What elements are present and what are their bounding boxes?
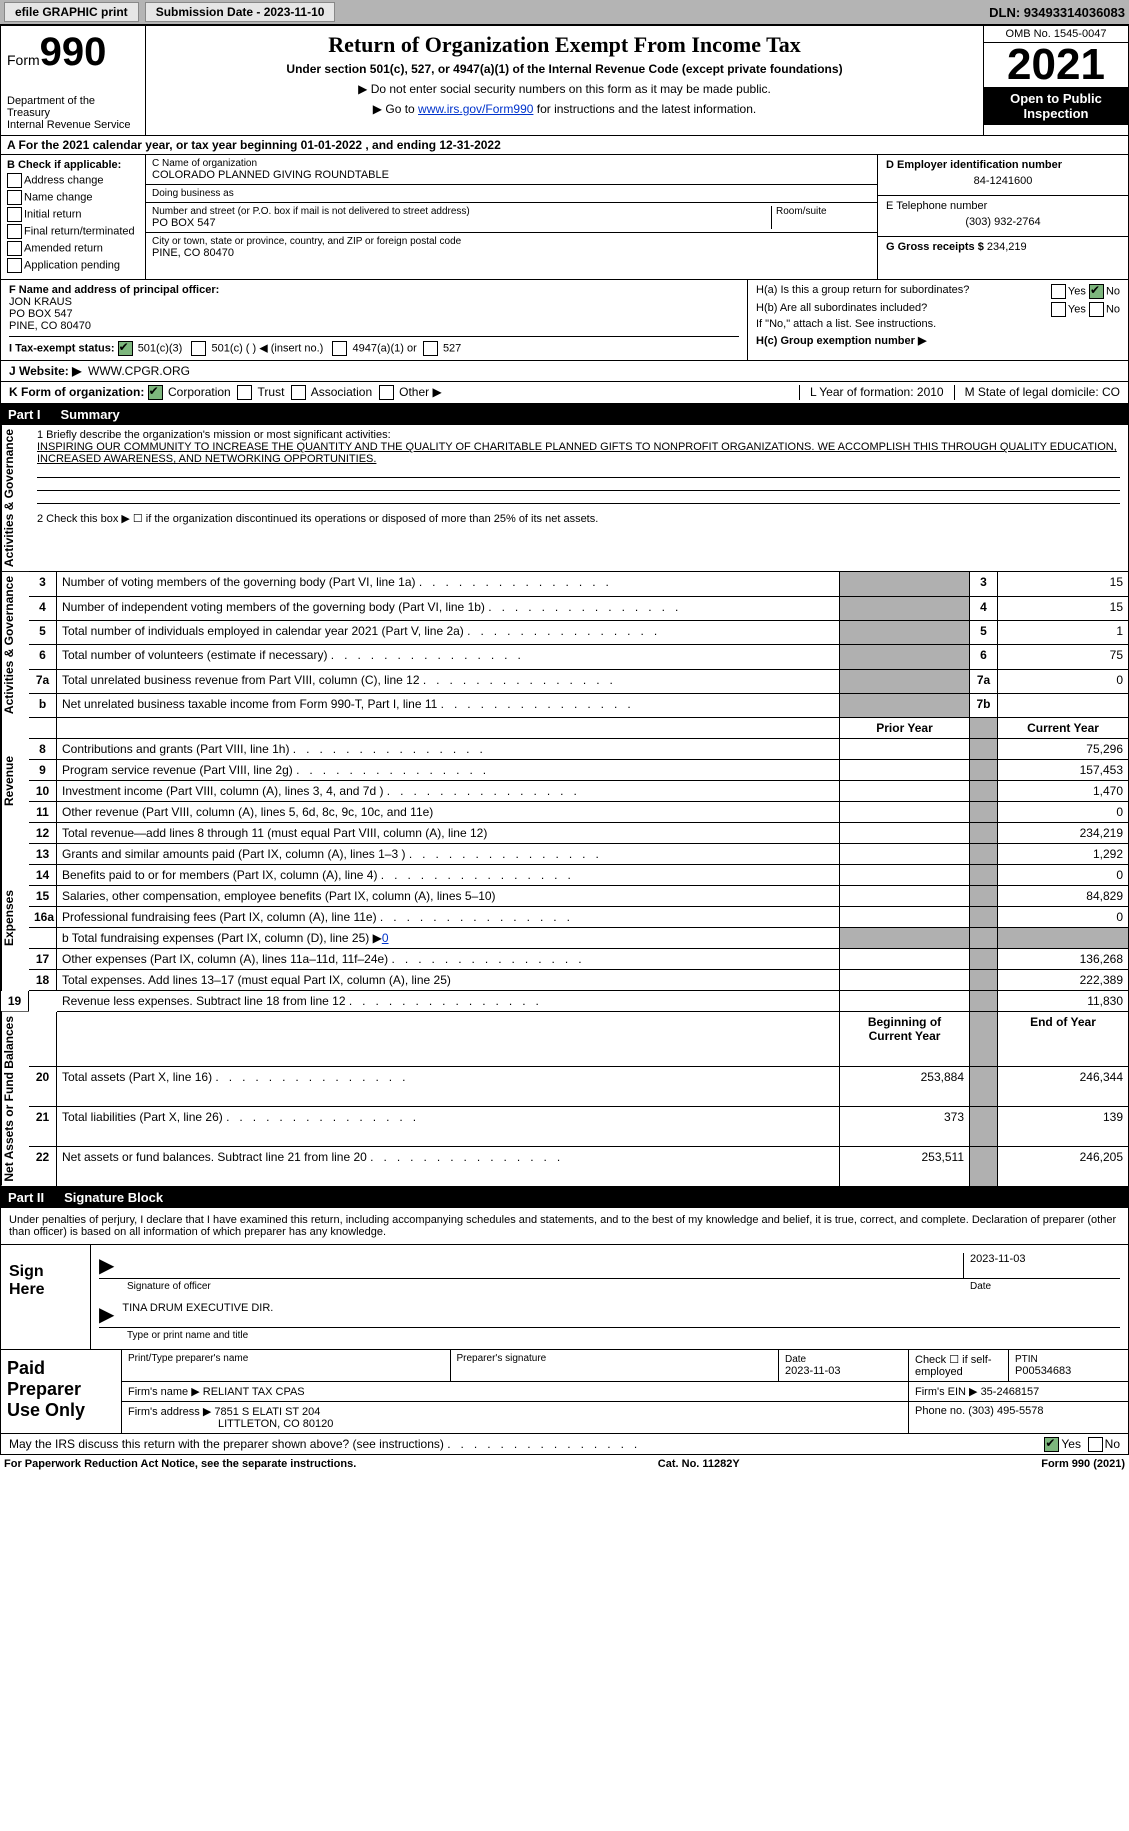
mission: INSPIRING OUR COMMUNITY TO INCREASE THE … [37, 441, 1120, 465]
tax-year-line: A For the 2021 calendar year, or tax yea… [0, 136, 1129, 155]
topbar: efile GRAPHIC print Submission Date - 20… [0, 0, 1129, 25]
fundraising-link[interactable]: 0 [382, 931, 389, 945]
gross-receipts: 234,219 [987, 241, 1027, 253]
year-block: OMB No. 1545-0047 2021 Open to Public In… [983, 26, 1128, 135]
website: WWW.CPGR.ORG [88, 364, 190, 378]
form990-link[interactable]: www.irs.gov/Form990 [418, 102, 533, 116]
org-name: COLORADO PLANNED GIVING ROUNDTABLE [152, 169, 871, 181]
submission-date-button[interactable]: Submission Date - 2023-11-10 [145, 2, 336, 22]
form-title-block: Return of Organization Exempt From Incom… [146, 26, 983, 135]
phone: (303) 932-2764 [886, 212, 1120, 232]
check-applicable: B Check if applicable: Address change Na… [1, 155, 146, 279]
city: PINE, CO 80470 [152, 247, 871, 259]
ein: 84-1241600 [886, 171, 1120, 191]
efile-print-button[interactable]: efile GRAPHIC print [4, 2, 139, 22]
form-id-block: Form990 Department of the Treasury Inter… [1, 26, 146, 135]
street: PO BOX 547 [152, 217, 771, 229]
dln-label: DLN: 93493314036083 [989, 5, 1125, 20]
perjury-declaration: Under penalties of perjury, I declare th… [1, 1208, 1128, 1245]
